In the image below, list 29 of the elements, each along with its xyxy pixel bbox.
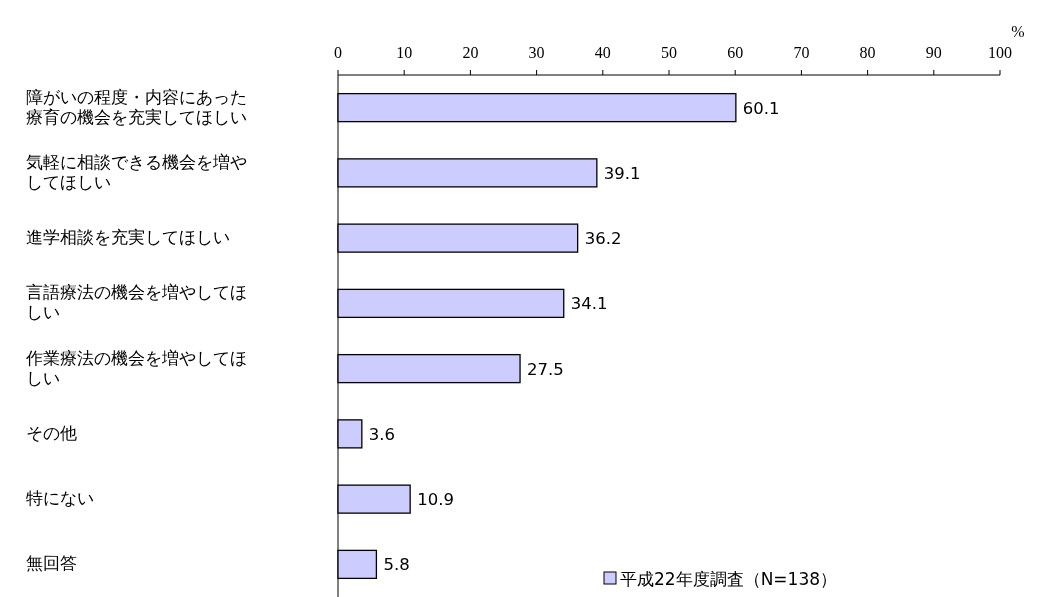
x-tick-label: 30	[528, 44, 545, 61]
data-label: 60.1	[742, 98, 780, 118]
y-tick-label: 作業療法の機会を増やしてほしい	[26, 348, 248, 389]
legend-label: 平成22年度調査（N=138）	[620, 569, 838, 589]
x-tick-label: 100	[988, 44, 1012, 61]
y-tick-label: 無回答	[26, 554, 78, 575]
y-tick-label: 障がいの程度・内容にあった療育の機会を充実してほしい	[26, 87, 248, 128]
x-tick-label: 60	[727, 44, 744, 61]
x-tick-label: 80	[859, 44, 876, 61]
data-label: 34.1	[570, 294, 608, 314]
data-label: 3.6	[368, 424, 396, 444]
y-tick-label: 言語療法の機会を増やしてほしい	[26, 283, 248, 324]
x-tick-label: 20	[462, 44, 479, 61]
y-tick-label: 気軽に相談できる機会を増やしてほしい	[26, 152, 248, 193]
x-tick-label: 50	[661, 44, 677, 61]
x-tick-label: 40	[594, 44, 611, 61]
data-label: 39.1	[603, 163, 641, 183]
x-tick-label: 10	[396, 44, 413, 61]
y-tick-label: 特にない	[26, 489, 95, 510]
x-tick-label: 0	[334, 44, 342, 61]
data-label: 27.5	[527, 359, 564, 379]
data-label: 36.2	[584, 229, 622, 249]
data-label: 5.8	[383, 555, 410, 575]
y-tick-label: 進学相談を充実してほしい	[26, 228, 231, 249]
x-tick-label: 90	[925, 44, 942, 61]
data-label: 10.9	[417, 490, 454, 510]
x-axis-title: %	[1011, 23, 1025, 40]
x-tick-label: 70	[793, 44, 810, 61]
y-tick-label: その他	[26, 423, 78, 444]
